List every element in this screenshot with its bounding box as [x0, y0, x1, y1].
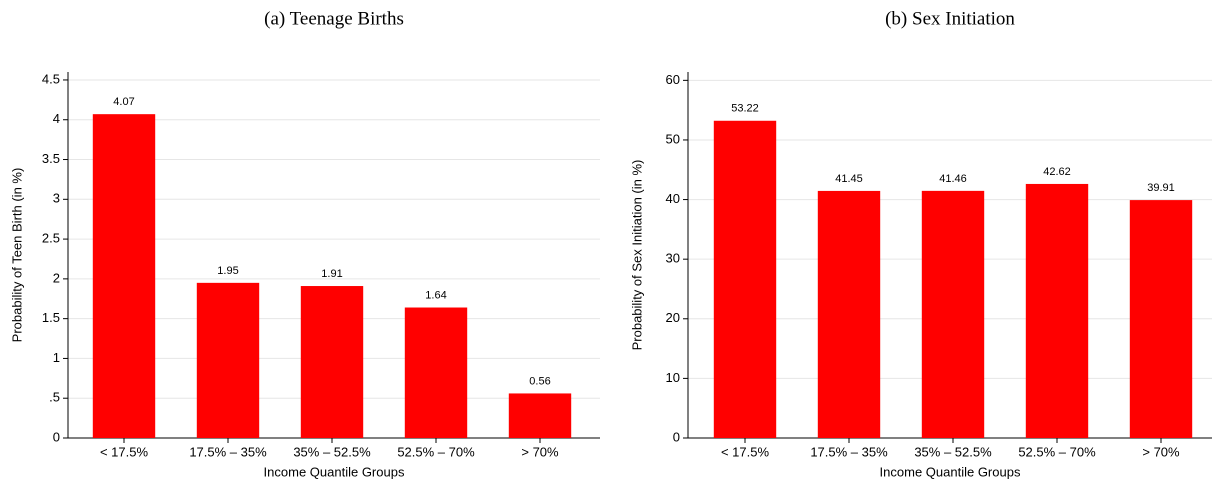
bar — [713, 120, 777, 439]
bar — [508, 393, 572, 438]
x-tick-label: 17.5% – 35% — [810, 444, 888, 459]
bar — [300, 286, 364, 438]
value-label: 1.91 — [321, 268, 342, 280]
x-tick-label: 52.5% – 70% — [1018, 444, 1096, 459]
value-label: 4.07 — [113, 96, 134, 108]
x-tick-label: < 17.5% — [100, 444, 149, 459]
bar — [404, 307, 468, 438]
chart-title: (b) Sex Initiation — [885, 8, 1015, 29]
x-axis-label: Income Quantile Groups — [264, 464, 405, 479]
y-tick-label: 30 — [666, 251, 680, 266]
y-tick-label: 3 — [53, 191, 60, 206]
y-tick-label: 3.5 — [42, 151, 60, 166]
y-tick-label: 1 — [53, 350, 60, 365]
y-axis-label: Probability of Teen Birth (in %) — [9, 168, 24, 343]
value-label: 53.22 — [731, 103, 759, 115]
y-tick-label: 2 — [53, 270, 60, 285]
value-label: 42.62 — [1043, 166, 1071, 178]
value-label: 1.64 — [425, 289, 446, 301]
x-tick-label: 52.5% – 70% — [397, 444, 475, 459]
x-tick-label: 35% – 52.5% — [293, 444, 371, 459]
value-label: 41.46 — [939, 173, 967, 185]
x-tick-label: < 17.5% — [721, 444, 770, 459]
value-label: 41.45 — [835, 173, 863, 185]
y-tick-label: 20 — [666, 310, 680, 325]
value-label: 39.91 — [1147, 182, 1175, 194]
y-tick-label: .5 — [49, 390, 60, 405]
y-tick-label: 0 — [673, 429, 680, 444]
y-tick-label: 0 — [53, 429, 60, 444]
y-tick-label: 40 — [666, 191, 680, 206]
y-tick-label: 4 — [53, 111, 60, 126]
chart-title: (a) Teenage Births — [264, 8, 404, 29]
bar — [1129, 200, 1193, 438]
x-tick-label: 35% – 52.5% — [914, 444, 992, 459]
value-label: 0.56 — [529, 375, 550, 387]
y-tick-label: 50 — [666, 131, 680, 146]
y-tick-label: 10 — [666, 370, 680, 385]
bar — [92, 114, 156, 439]
y-axis-label: Probability of Sex Initiation (in %) — [629, 160, 644, 351]
x-tick-label: > 70% — [521, 444, 559, 459]
value-label: 1.95 — [217, 265, 238, 277]
bar — [196, 282, 260, 438]
y-tick-label: 4.5 — [42, 71, 60, 86]
y-tick-label: 1.5 — [42, 310, 60, 325]
y-tick-label: 2.5 — [42, 231, 60, 246]
x-axis-label: Income Quantile Groups — [880, 464, 1021, 479]
bar — [921, 190, 985, 438]
x-tick-label: > 70% — [1142, 444, 1180, 459]
x-tick-label: 17.5% – 35% — [189, 444, 267, 459]
bar — [817, 190, 881, 438]
y-tick-label: 60 — [666, 72, 680, 87]
bar — [1025, 183, 1089, 438]
